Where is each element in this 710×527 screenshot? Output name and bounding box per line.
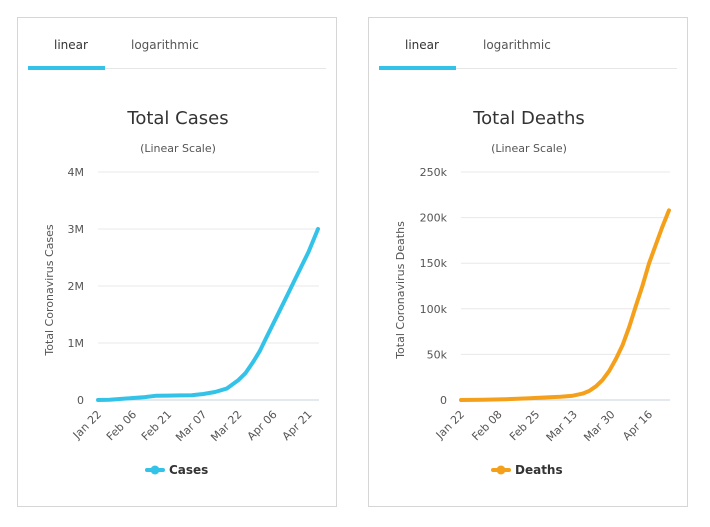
x-tick-label: Jan 22 <box>70 408 104 442</box>
chart-title: Total Cases <box>126 108 228 129</box>
x-tick-label: Mar 22 <box>208 408 244 444</box>
legend-label: Cases <box>169 463 208 477</box>
legend-marker <box>496 465 506 475</box>
legend-item-cases[interactable]: Cases <box>145 463 208 477</box>
y-tick-label: 4M <box>68 166 85 179</box>
y-tick-label: 150k <box>420 257 448 270</box>
y-tick-label: 50k <box>427 348 448 361</box>
legend-marker <box>150 465 160 475</box>
y-tick-label: 250k <box>420 166 448 179</box>
tab-logarithmic[interactable]: logarithmic <box>131 38 199 52</box>
x-tick-label: Feb 08 <box>469 408 504 443</box>
deaths-panel: linear logarithmic Total Deaths (Linear … <box>368 17 688 507</box>
chart-subtitle: (Linear Scale) <box>491 142 567 155</box>
x-tick-label: Feb 25 <box>507 408 542 443</box>
x-tick-label: Mar 07 <box>173 408 209 444</box>
cases-chart: Total Cases (Linear Scale) Total Coronav… <box>43 108 320 477</box>
scale-tabs: linear logarithmic <box>379 18 677 69</box>
x-tick-label: Mar 13 <box>544 408 580 444</box>
y-tick-label: 0 <box>77 394 84 407</box>
y-tick-label: 3M <box>68 223 85 236</box>
y-axis-title: Total Coronavirus Cases <box>43 224 56 357</box>
chart-subtitle: (Linear Scale) <box>140 142 216 155</box>
x-tick-label: Jan 22 <box>433 408 467 442</box>
legend-label: Deaths <box>515 463 563 477</box>
x-tick-label: Apr 21 <box>280 408 315 443</box>
x-tick-label: Feb 06 <box>104 408 139 443</box>
y-tick-label: 200k <box>420 212 448 225</box>
tab-linear[interactable]: linear <box>54 38 88 52</box>
x-tick-label: Apr 06 <box>245 408 280 443</box>
y-tick-label: 1M <box>68 337 85 350</box>
x-tick-label: Feb 21 <box>139 408 174 443</box>
cases-panel: linear logarithmic Total Cases (Linear S… <box>17 17 337 507</box>
legend-item-deaths[interactable]: Deaths <box>491 463 563 477</box>
y-tick-label: 0 <box>440 394 447 407</box>
deaths-chart: Total Deaths (Linear Scale) Total Corona… <box>394 108 671 477</box>
series-line-deaths[interactable] <box>459 208 671 402</box>
x-tick-label: Mar 30 <box>581 408 617 444</box>
x-tick-label: Apr 16 <box>620 408 655 443</box>
scale-tabs: linear logarithmic <box>28 18 326 69</box>
chart-title: Total Deaths <box>472 108 585 129</box>
y-axis-title: Total Coronavirus Deaths <box>394 221 407 360</box>
active-tab-indicator <box>379 66 456 70</box>
series-line-cases[interactable] <box>96 227 320 402</box>
active-tab-indicator <box>28 66 105 70</box>
y-tick-label: 2M <box>68 280 85 293</box>
tab-logarithmic[interactable]: logarithmic <box>483 38 551 52</box>
y-tick-label: 100k <box>420 303 448 316</box>
tab-linear[interactable]: linear <box>405 38 439 52</box>
